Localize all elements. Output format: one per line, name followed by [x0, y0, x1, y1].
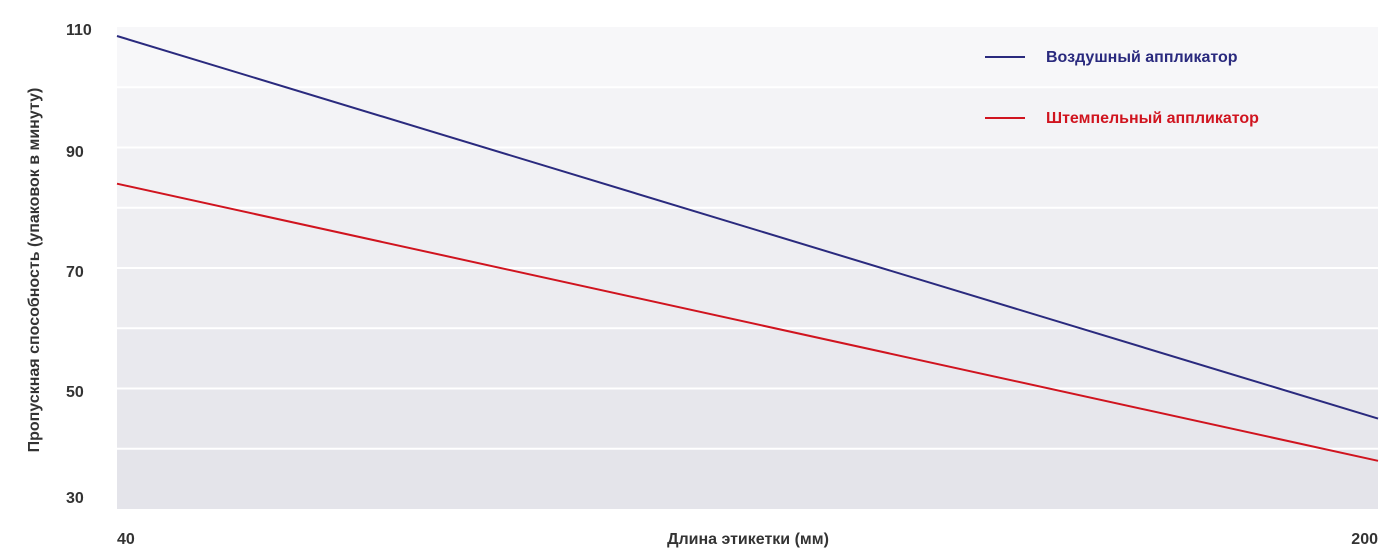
background-band [117, 87, 1378, 148]
series-line-air-applicator [116, 35, 1379, 420]
y-tick-label-90: 90 [66, 144, 84, 161]
legend: Воздушный аппликатор Штемпельный апплика… [985, 49, 1259, 127]
x-axis-title: Длина этикетки (мм) [667, 531, 829, 548]
x-axis: 40 200 Длина этикетки (мм) [117, 531, 1378, 548]
series-line-stamp-applicator [116, 182, 1379, 462]
background-band [117, 388, 1378, 449]
legend-label-air: Воздушный аппликатор [1046, 49, 1238, 66]
y-tick-label-110: 110 [66, 22, 92, 39]
gridlines [117, 86, 1378, 450]
background-band [117, 27, 1378, 88]
background-band [117, 268, 1378, 329]
y-tick-label-30: 30 [66, 490, 84, 507]
legend-label-stamp: Штемпельный аппликатор [1046, 110, 1259, 127]
background-band [117, 147, 1378, 208]
background-band [117, 328, 1378, 389]
y-axis: 30 50 70 90 110 Пропускная способность (… [26, 22, 92, 507]
x-tick-label-40: 40 [117, 531, 135, 548]
plot-background-bands [117, 27, 1378, 509]
y-tick-label-50: 50 [66, 384, 84, 401]
background-band [117, 207, 1378, 268]
background-band [117, 448, 1378, 509]
y-axis-title: Пропускная способность (упаковок в минут… [26, 88, 43, 453]
series-lines [116, 35, 1379, 462]
y-tick-label-70: 70 [66, 264, 84, 281]
x-tick-label-200: 200 [1351, 531, 1378, 548]
